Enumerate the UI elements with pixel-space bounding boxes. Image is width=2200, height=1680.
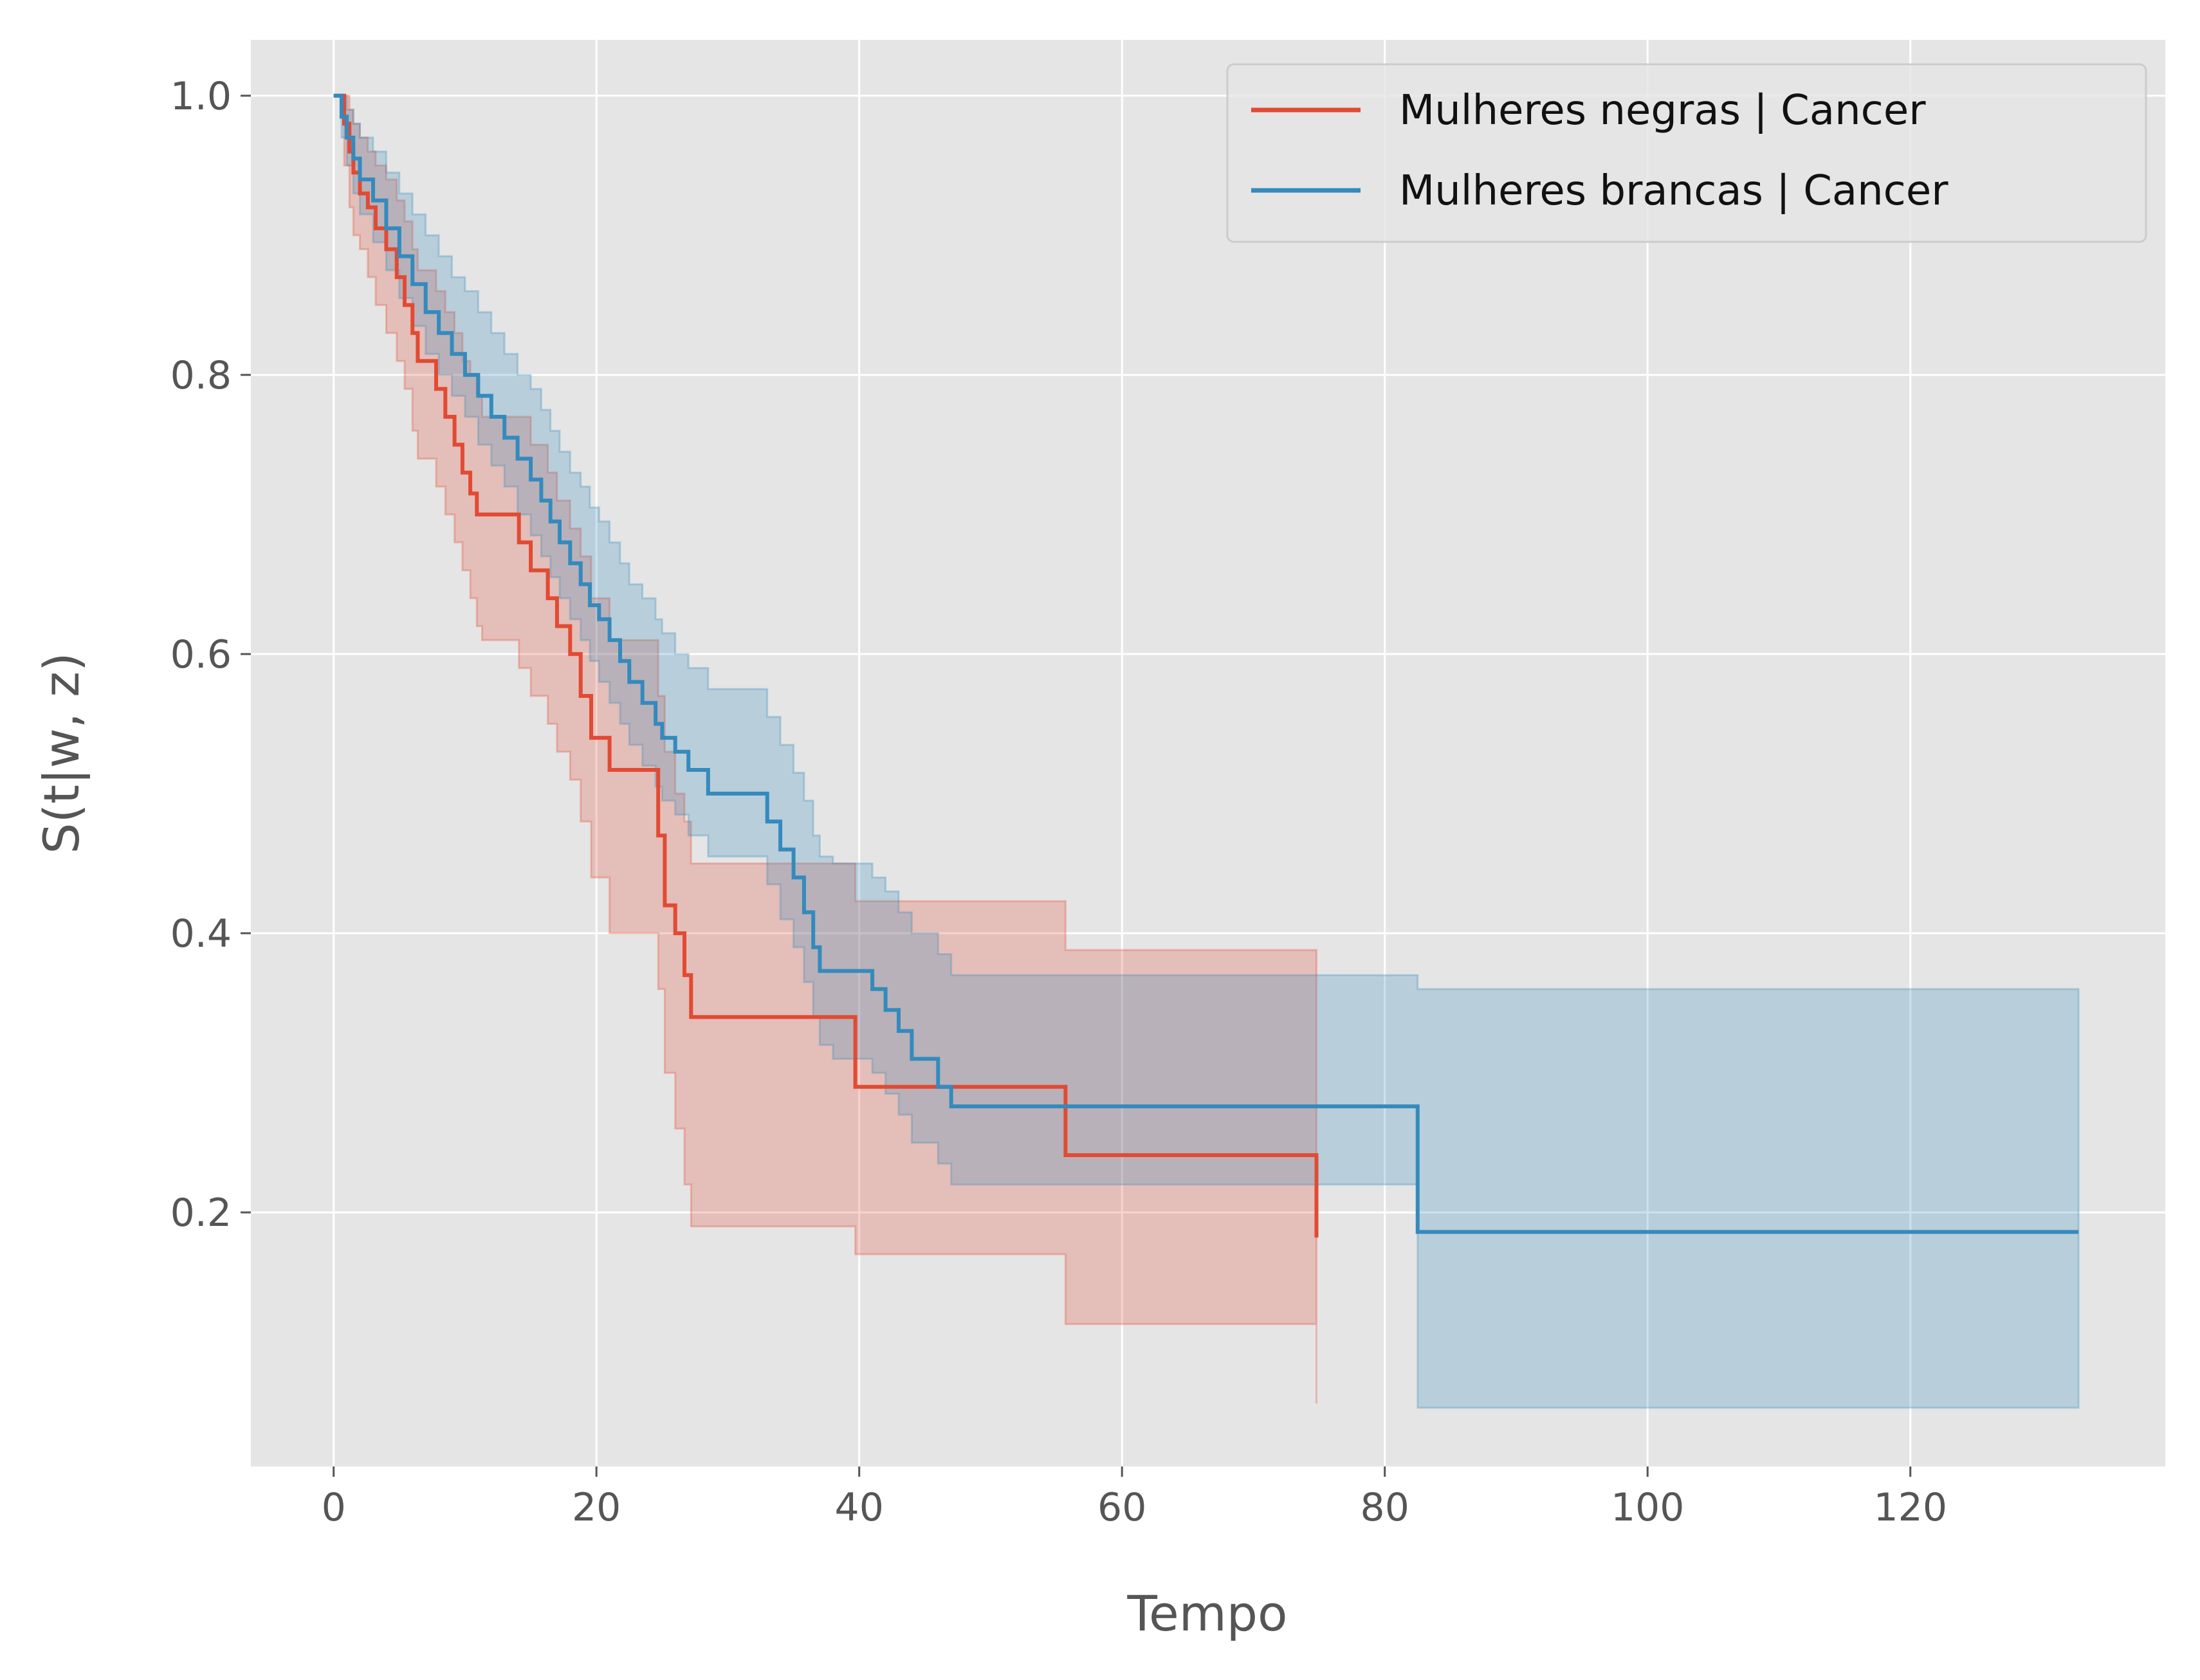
legend-label-negras: Mulheres negras | Cancer bbox=[1399, 87, 1926, 134]
grid bbox=[251, 40, 2165, 1466]
confidence-band-0 bbox=[333, 95, 1317, 1404]
x-tick-label: 20 bbox=[572, 1485, 621, 1530]
legend-label-brancas: Mulheres brancas | Cancer bbox=[1399, 167, 1948, 215]
x-tick-label: 60 bbox=[1097, 1485, 1146, 1530]
confidence-band-1 bbox=[333, 95, 2080, 1409]
legend-box bbox=[1226, 63, 2147, 243]
x-tick-label: 40 bbox=[835, 1485, 884, 1530]
y-tick-label: 0.8 bbox=[170, 353, 232, 398]
y-tick-label: 1.0 bbox=[170, 74, 232, 119]
x-tick-label: 100 bbox=[1611, 1485, 1685, 1530]
y-tick-label: 0.4 bbox=[170, 911, 232, 956]
plot-background bbox=[251, 40, 2165, 1466]
survival-lines bbox=[333, 93, 2079, 1238]
legend: Mulheres negras | Cancer Mulheres branca… bbox=[1226, 63, 2147, 243]
y-tick-label: 0.2 bbox=[170, 1191, 232, 1236]
x-axis-title: Tempo bbox=[1126, 1585, 1287, 1642]
y-tick-label: 0.6 bbox=[170, 632, 232, 677]
x-tick-label: 80 bbox=[1361, 1485, 1409, 1530]
survival-line-0 bbox=[333, 93, 1319, 1238]
confidence-bands bbox=[333, 95, 2080, 1409]
survival-line-1 bbox=[333, 93, 2079, 1234]
axis-ticks: 0 20 40 60 80 100 120 0.2 0.4 0.6 0.8 1.0 bbox=[170, 74, 1947, 1530]
x-tick-label: 0 bbox=[322, 1485, 346, 1530]
x-tick-label: 120 bbox=[1873, 1485, 1947, 1530]
y-axis-title: S(t|w, z) bbox=[33, 652, 91, 854]
